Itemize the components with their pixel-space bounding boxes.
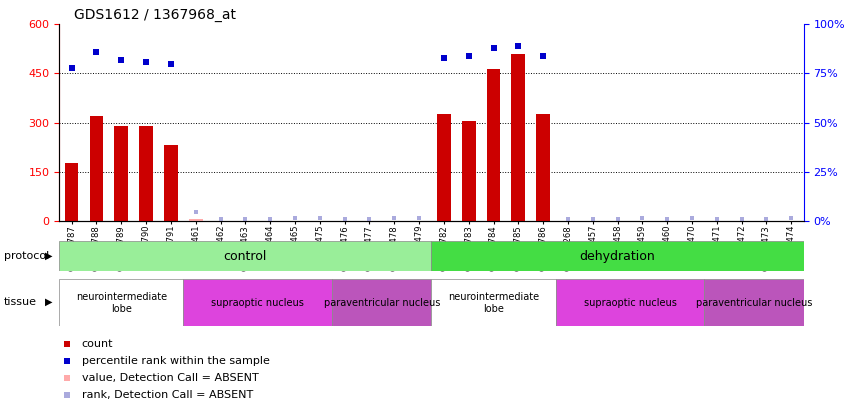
Text: neurointermediate
lobe: neurointermediate lobe	[448, 292, 539, 314]
Text: value, Detection Call = ABSENT: value, Detection Call = ABSENT	[81, 373, 258, 383]
Text: ▶: ▶	[45, 251, 52, 261]
Bar	[65, 164, 79, 221]
Text: tissue: tissue	[4, 297, 37, 307]
Bar	[90, 116, 103, 221]
Bar	[332, 279, 431, 326]
Text: dehydration: dehydration	[580, 249, 656, 263]
Bar	[536, 114, 550, 221]
Bar	[512, 54, 525, 221]
Bar	[59, 279, 184, 326]
Bar	[189, 219, 202, 221]
Bar	[184, 279, 332, 326]
Text: supraoptic nucleus: supraoptic nucleus	[584, 298, 677, 308]
Text: ▶: ▶	[45, 297, 52, 307]
Bar	[431, 279, 556, 326]
Text: percentile rank within the sample: percentile rank within the sample	[81, 356, 269, 366]
Bar	[164, 145, 178, 221]
Text: protocol: protocol	[4, 251, 49, 261]
Text: supraoptic nucleus: supraoptic nucleus	[212, 298, 305, 308]
Bar	[462, 121, 475, 221]
Text: control: control	[223, 249, 267, 263]
Bar	[59, 241, 431, 271]
Bar	[114, 126, 128, 221]
Text: paraventricular nucleus: paraventricular nucleus	[696, 298, 812, 308]
Bar	[437, 114, 451, 221]
Text: neurointermediate
lobe: neurointermediate lobe	[75, 292, 167, 314]
Bar	[486, 70, 500, 221]
Bar	[431, 241, 804, 271]
Text: GDS1612 / 1367968_at: GDS1612 / 1367968_at	[74, 8, 236, 22]
Text: rank, Detection Call = ABSENT: rank, Detection Call = ABSENT	[81, 390, 253, 400]
Bar	[556, 279, 705, 326]
Text: paraventricular nucleus: paraventricular nucleus	[324, 298, 440, 308]
Text: count: count	[81, 339, 113, 349]
Bar	[705, 279, 804, 326]
Bar	[140, 126, 153, 221]
